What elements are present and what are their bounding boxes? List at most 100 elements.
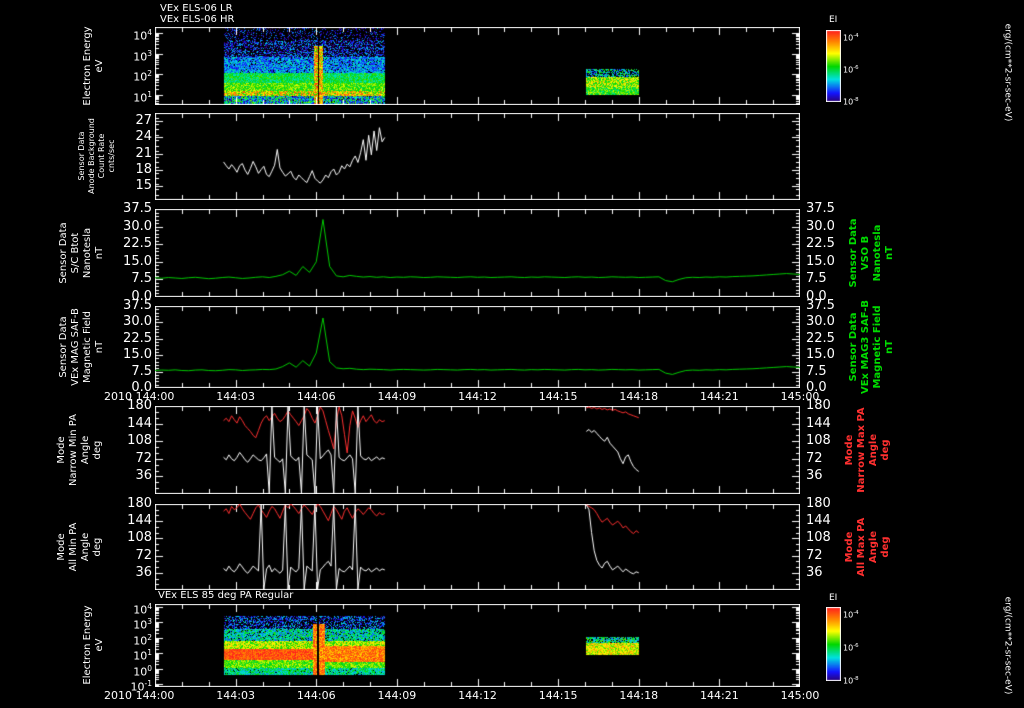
y-tick-label-right: 180 xyxy=(806,398,831,413)
y-tick-label: 101 xyxy=(133,648,152,663)
x-tick-label: 144:18 xyxy=(619,390,659,403)
colorbar-tick-label: 10-6 xyxy=(843,65,859,75)
y-tick-label-right: 0.0 xyxy=(806,289,827,304)
y-tick-label: 27 xyxy=(135,113,152,129)
y-tick-label: 22.5 xyxy=(123,330,152,346)
y-tick-label-right: 180 xyxy=(806,496,831,511)
y-tick-label-right: 144 xyxy=(806,415,831,431)
anode-background-plot xyxy=(155,113,800,200)
colorbar-bottom-unit-label: erg/(cm**2-sr-sec-eV) xyxy=(1002,596,1013,694)
y-tick-label: 102 xyxy=(133,69,152,84)
y-tick-label: 30.0 xyxy=(123,314,152,330)
colorbar-tick-label: 10-6 xyxy=(843,643,859,653)
y-tick-label: 15.0 xyxy=(123,253,152,269)
y-tick-label: 104 xyxy=(133,602,152,617)
x-tick-label: 144:06 xyxy=(296,689,336,702)
colorbar-tick-label: 10-4 xyxy=(843,610,859,621)
y-tick-label-right: 37.5 xyxy=(806,201,835,216)
sc-btot-plot xyxy=(155,209,800,297)
x-tick-label: 144:21 xyxy=(700,390,739,403)
year-label-mid: 2010 xyxy=(104,390,132,403)
y-tick-label-right: 36 xyxy=(806,468,823,484)
y-tick-label: 10-1 xyxy=(130,678,152,694)
y-tick-label: 37.5 xyxy=(123,201,152,216)
y-tick-label: 108 xyxy=(127,530,152,546)
y-tick-label-right: 0.0 xyxy=(806,380,827,395)
y-tick-label: 144 xyxy=(127,513,152,529)
all-pa-plot xyxy=(155,504,800,590)
y-tick-label: 180 xyxy=(127,496,152,511)
y-tick-label-right: 30.0 xyxy=(806,314,835,330)
y-tick-label: 0.0 xyxy=(131,289,152,304)
x-tick-label: 144:15 xyxy=(538,689,578,702)
x-tick-label: 144:03 xyxy=(216,689,255,702)
colorbar-top-unit-label: erg/(cm**2-sr-sec-eV) xyxy=(1002,23,1013,121)
colorbar-bottom-title: EI xyxy=(829,593,838,603)
colorbar-top xyxy=(826,30,841,102)
y-tick-label-right: 72 xyxy=(806,450,823,466)
colorbar-bottom xyxy=(826,607,841,681)
x-tick-label: 144:00 xyxy=(135,390,175,403)
y-tick-label: 102 xyxy=(133,632,152,648)
top-title-hr: VEx ELS-06 HR xyxy=(160,14,235,25)
y-tick-label: 18 xyxy=(135,162,152,178)
y-tick-label: 22.5 xyxy=(123,236,152,252)
y-tick-label-right: 108 xyxy=(806,433,831,449)
y-tick-label: 30.0 xyxy=(123,218,152,234)
x-tick-label: 144:12 xyxy=(458,390,497,403)
y-tick-label: 104 xyxy=(133,28,152,43)
y-tick-label: 144 xyxy=(127,415,152,431)
mag-saf-b-plot xyxy=(155,306,800,388)
x-tick-label: 145:00 xyxy=(780,689,820,702)
y-tick-label-right: 37.5 xyxy=(806,298,835,313)
y-tick-label-right: 72 xyxy=(806,547,823,563)
x-tick-label: 145:00 xyxy=(780,390,820,403)
y-tick-label-right: 108 xyxy=(806,530,831,546)
x-tick-label: 144:12 xyxy=(458,689,497,702)
y-tick-label: 37.5 xyxy=(123,298,152,313)
y-tick-label: 7.5 xyxy=(131,363,152,379)
y-tick-label-right: 15.0 xyxy=(806,347,835,363)
bottom-panel-title: VEx ELS 85 deg PA Regular xyxy=(158,590,294,601)
y-tick-label-right: 15.0 xyxy=(806,253,835,269)
y-tick-label: 15 xyxy=(135,178,152,194)
x-tick-label: 144:06 xyxy=(296,390,336,403)
y-tick-label: 72 xyxy=(135,547,152,563)
x-tick-label: 144:09 xyxy=(377,390,417,403)
y-tick-label: 72 xyxy=(135,450,152,466)
y-tick-label: 108 xyxy=(127,433,152,449)
y-tick-label: 101 xyxy=(133,89,152,105)
y-tick-label: 36 xyxy=(135,564,152,580)
y-tick-label: 15.0 xyxy=(123,347,152,363)
y-tick-label: 24 xyxy=(135,129,152,145)
x-tick-label: 144:09 xyxy=(377,689,417,702)
y-tick-label: 103 xyxy=(133,48,152,64)
y-tick-label-right: 30.0 xyxy=(806,218,835,234)
y-tick-label: 0.0 xyxy=(131,380,152,395)
y-tick-label-right: 144 xyxy=(806,513,831,529)
x-tick-label: 144:00 xyxy=(135,689,175,702)
y-tick-label-right: 7.5 xyxy=(806,363,827,379)
y-tick-label-right: 22.5 xyxy=(806,236,835,252)
y-tick-label: 36 xyxy=(135,468,152,484)
x-tick-label: 144:15 xyxy=(538,390,578,403)
x-tick-label: 144:18 xyxy=(619,689,659,702)
y-tick-label: 7.5 xyxy=(131,271,152,287)
p7-y-axis-title: Electron Energy eV xyxy=(82,605,105,685)
els-top-spectrogram xyxy=(155,27,800,105)
top-title-lr: VEx ELS-06 LR xyxy=(160,3,233,14)
x-tick-label: 144:21 xyxy=(700,689,739,702)
year-label-bottom: 2010 xyxy=(104,689,132,702)
y-tick-label-right: 7.5 xyxy=(806,271,827,287)
y-tick-label: 103 xyxy=(133,617,152,633)
colorbar-tick-label: 10-8 xyxy=(843,675,859,686)
y-tick-label: 180 xyxy=(127,398,152,413)
colorbar-tick-label: 10-8 xyxy=(843,96,859,107)
x-tick-label: 144:03 xyxy=(216,390,255,403)
y-tick-label-right: 36 xyxy=(806,564,823,580)
colorbar-tick-label: 10-4 xyxy=(843,33,859,43)
els-85deg-spectrogram xyxy=(155,604,800,687)
y-tick-label: 21 xyxy=(135,145,152,161)
narrow-pa-plot xyxy=(155,406,800,494)
